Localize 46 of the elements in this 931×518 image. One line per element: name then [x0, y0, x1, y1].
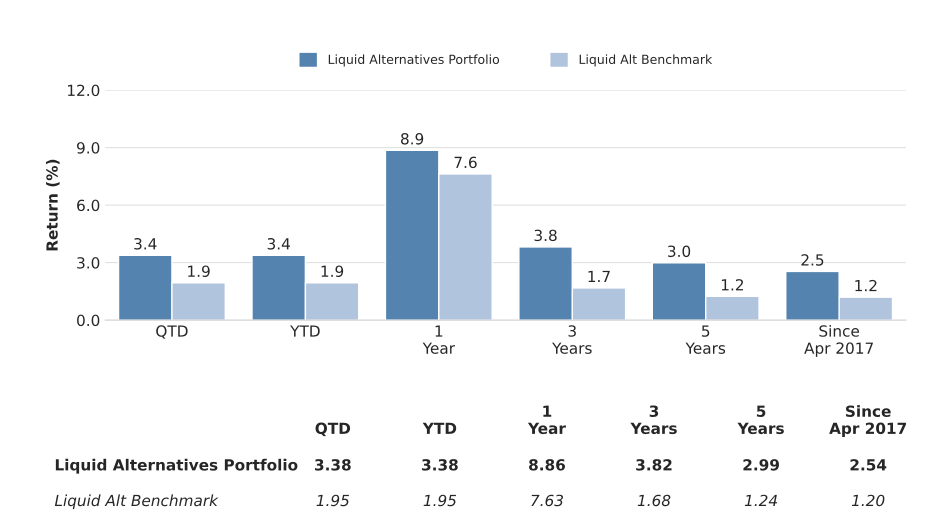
y-tick-label: 3.0 — [77, 257, 100, 269]
text: 1.20 — [852, 494, 884, 506]
data-label: 1.9 — [188, 265, 210, 278]
x-tick-label: 1 Year — [422, 325, 455, 354]
text: 8.86 — [529, 459, 565, 471]
data-label: 8.9 — [401, 133, 424, 145]
data-label: 1.2 — [722, 279, 744, 290]
y-tick-label: 6.0 — [77, 200, 100, 212]
text: 1.24 — [744, 494, 778, 506]
text: 1.68 — [638, 494, 670, 506]
data-label: 1.2 — [855, 280, 876, 292]
text: 3.38 — [315, 459, 351, 471]
y-axis-title: Return (%) — [46, 160, 60, 250]
y-tick-label: 0.0 — [77, 314, 100, 326]
text: Liquid Alt Benchmark — [54, 494, 218, 510]
data-label: 3.4 — [268, 238, 290, 250]
text: 2.99 — [743, 459, 779, 471]
text: 1.95 — [316, 494, 349, 506]
data-label: 2.5 — [801, 254, 824, 266]
text: 1.95 — [424, 494, 456, 506]
text: 3.38 — [422, 459, 458, 471]
data-label: 3.4 — [134, 238, 157, 250]
text: Liquid Alternatives Portfolio — [56, 458, 298, 474]
y-tick-label: 12.0 — [68, 84, 100, 96]
x-tick-label: QTD — [156, 325, 188, 339]
data-label: 3.8 — [534, 230, 557, 242]
data-label: 7.6 — [454, 156, 477, 168]
category-label: YTD — [422, 422, 456, 434]
category-label: 1 Year — [528, 406, 566, 434]
data-label: 3.0 — [668, 246, 690, 258]
x-tick-label: 5 Years — [686, 325, 726, 354]
text: 3.82 — [636, 459, 672, 471]
category-label: 5 Years — [737, 406, 784, 434]
data-label: 1.7 — [588, 270, 610, 282]
legend-label: Liquid Alternatives Portfolio — [328, 54, 500, 66]
data-label: 1.9 — [322, 265, 344, 278]
text: 2.54 — [850, 459, 886, 471]
text: 7.63 — [531, 494, 563, 506]
x-tick-label: YTD — [290, 325, 320, 337]
category-label: QTD — [316, 422, 350, 436]
category-label: Since Apr 2017 — [829, 405, 906, 438]
x-tick-label: Since Apr 2017 — [804, 324, 873, 357]
category-label: 3 Years — [630, 405, 677, 434]
y-tick-label: 9.0 — [77, 142, 100, 154]
legend-label: Liquid Alt Benchmark — [580, 54, 712, 66]
x-tick-label: 3 Years — [552, 325, 592, 354]
